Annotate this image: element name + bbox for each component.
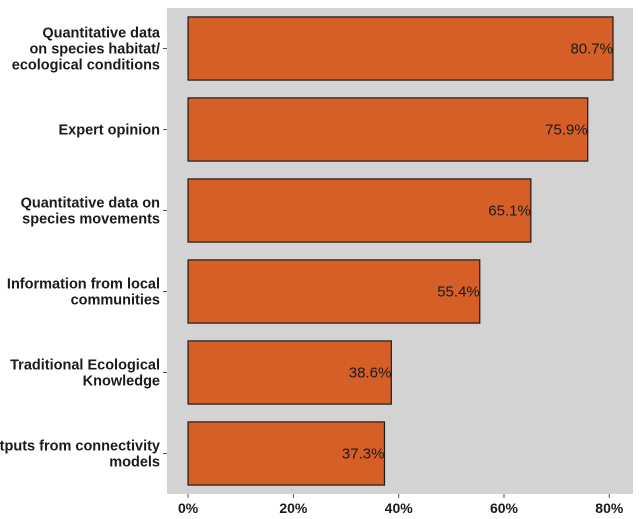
bar-1 — [187, 97, 589, 162]
value-label-0: 80.7% — [570, 41, 613, 58]
plot-panel — [167, 8, 633, 494]
value-label-4: 38.6% — [349, 365, 392, 382]
x-tick-label-0: 0% — [178, 500, 199, 516]
x-axis-ticks — [187, 494, 610, 498]
bar-2 — [187, 178, 532, 243]
y-axis-labels: Quantitative data on species habitat/ecol… — [0, 26, 161, 471]
bar-0 — [187, 16, 614, 81]
value-label-1: 75.9% — [545, 122, 588, 139]
bar-4 — [187, 340, 392, 405]
category-label-0: Quantitative data on species habitat/ecol… — [12, 26, 161, 74]
bars-group — [187, 16, 614, 486]
x-axis-labels: 0% 20% 40% 60% 80% — [178, 500, 624, 516]
value-label-2: 65.1% — [488, 203, 531, 220]
x-tick-label-1: 20% — [279, 500, 308, 516]
value-label-3: 55.4% — [437, 284, 480, 301]
x-tick-label-3: 60% — [490, 500, 519, 516]
value-label-5: 37.3% — [342, 446, 385, 463]
x-tick-label-2: 40% — [385, 500, 414, 516]
y-axis-ticks — [163, 48, 167, 454]
bar-3 — [187, 259, 481, 324]
category-label-3: Information from local communities — [7, 277, 160, 309]
category-label-4: Traditional Ecological Knowledge — [10, 358, 160, 390]
category-label-1: Expert opinion — [59, 123, 161, 139]
bar-5 — [187, 421, 386, 486]
category-label-2: Quantitative data on species movements — [21, 196, 160, 228]
x-tick-label-4: 80% — [595, 500, 624, 516]
value-labels-group: 80.7% 75.9% 65.1% 55.4% 38.6% 37.3% — [342, 41, 613, 463]
